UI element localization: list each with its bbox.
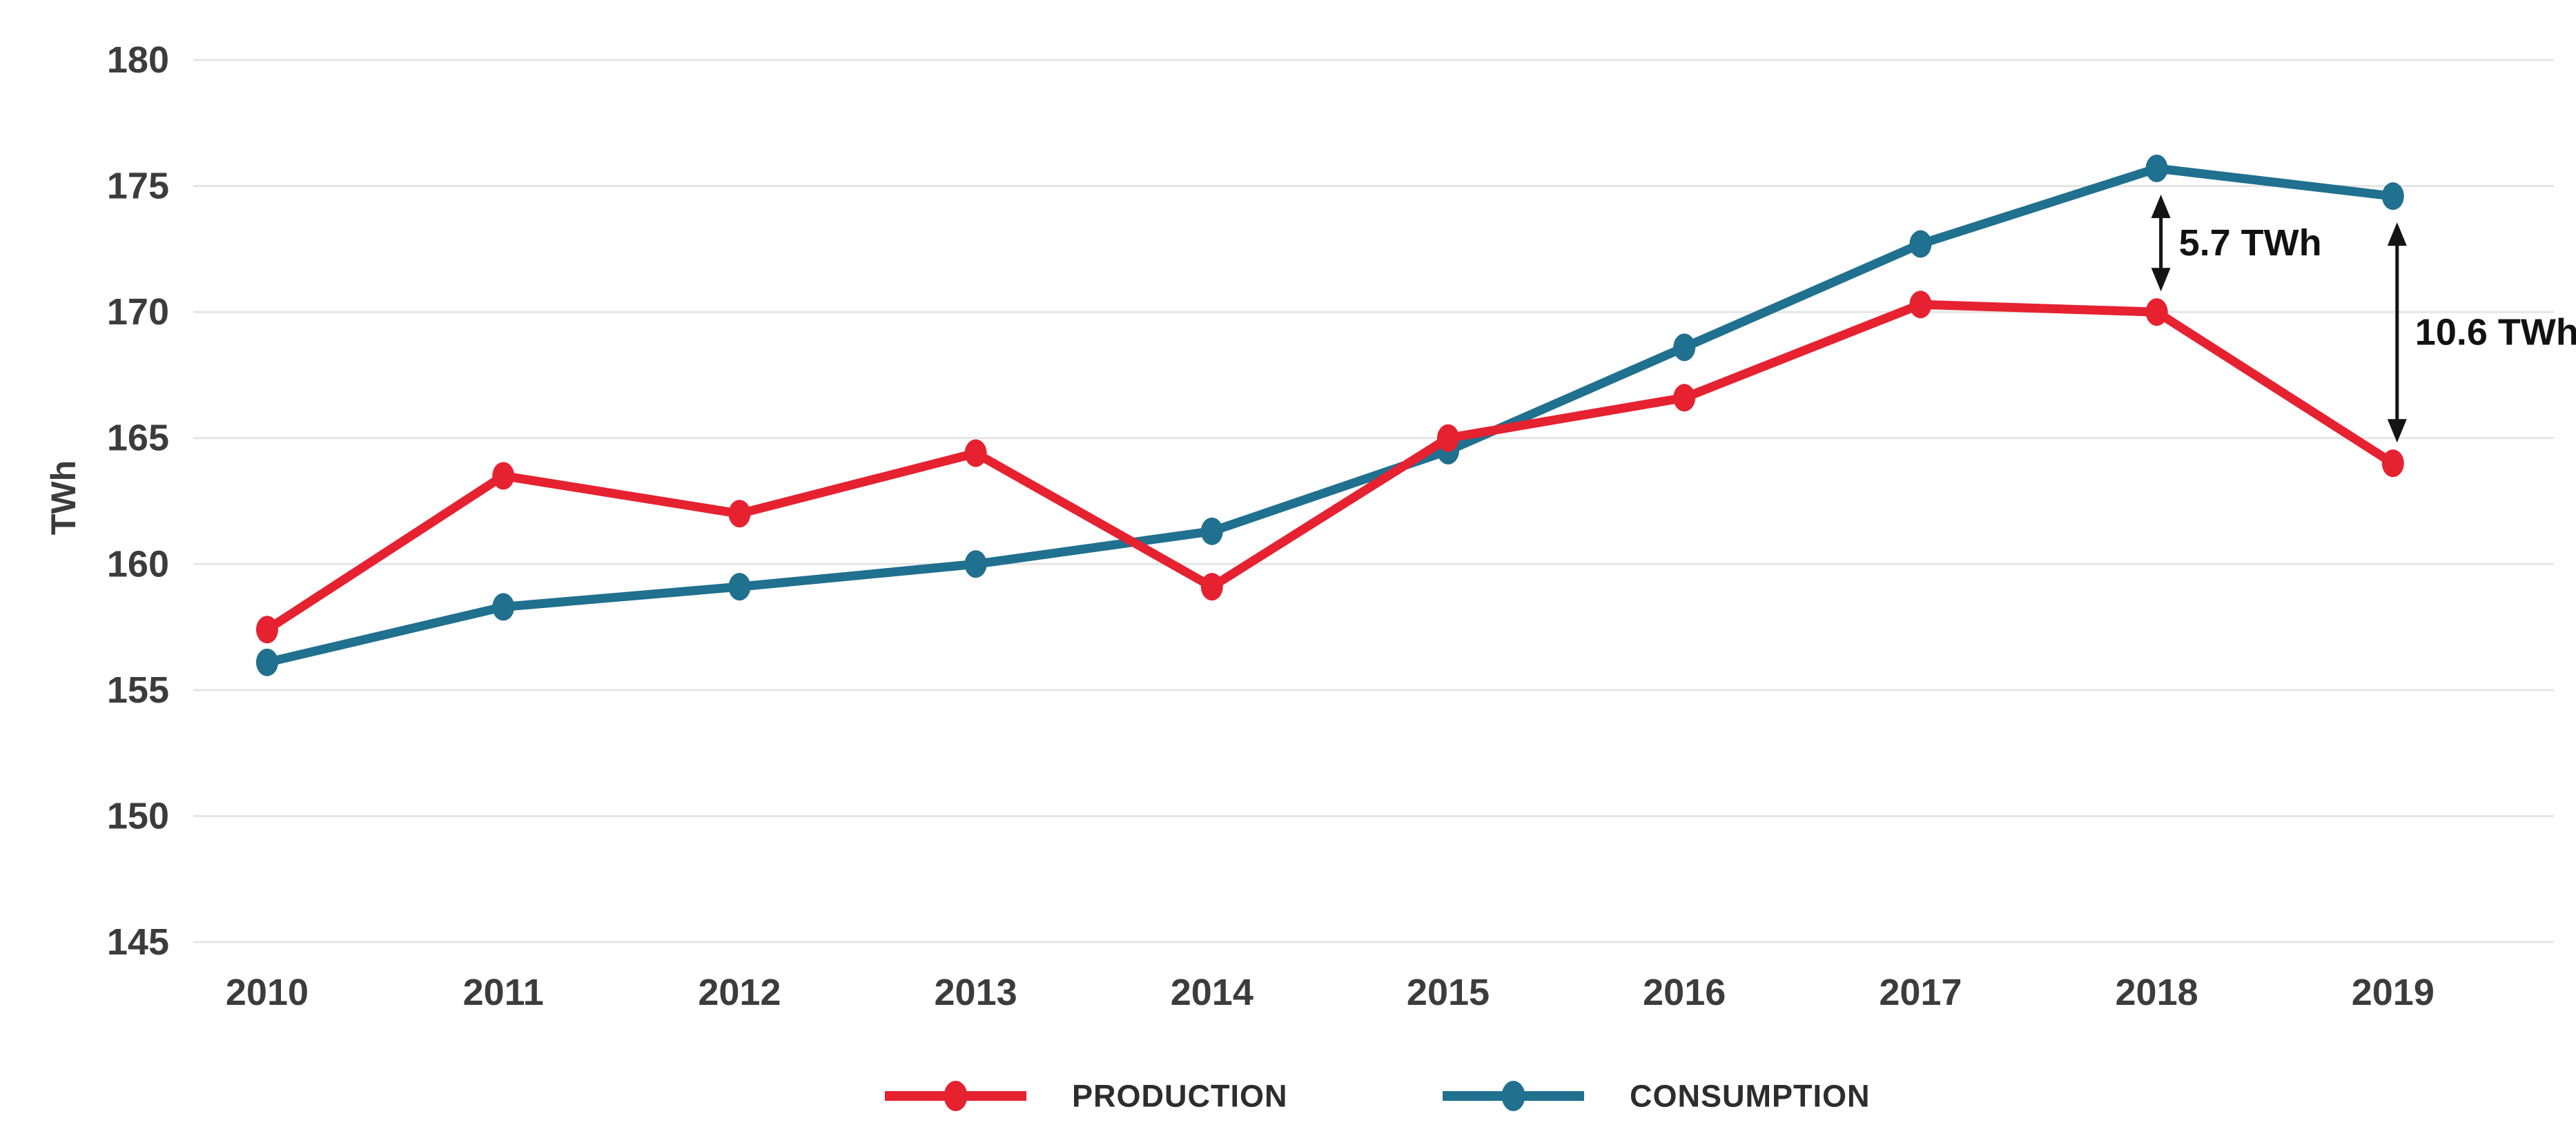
data-point-consumption-2012: [728, 573, 751, 601]
y-axis-title: TWh: [44, 460, 83, 535]
annotation-2018: 5.7 TWh: [2151, 195, 2322, 292]
x-tick-label-2015: 2015: [1407, 972, 1490, 1013]
data-point-consumption-2013: [964, 550, 987, 578]
data-point-production-2010: [256, 616, 278, 644]
data-point-production-2016: [1673, 384, 1696, 412]
annotation-2019: 10.6 TWh: [2387, 222, 2576, 443]
y-tick-label-175: 175: [107, 166, 169, 207]
legend-label-production: PRODUCTION: [1072, 1079, 1288, 1114]
legend-item-consumption: CONSUMPTION: [1443, 1079, 1871, 1114]
data-point-consumption-2016: [1673, 333, 1696, 362]
production-line: [262, 300, 2398, 634]
data-point-consumption-2011: [492, 593, 515, 621]
x-tick-label-2016: 2016: [1643, 972, 1726, 1013]
legend-marker-production: [944, 1081, 968, 1111]
x-tick-label-2018: 2018: [2116, 972, 2198, 1013]
arrowhead-up-2019: [2387, 222, 2407, 246]
x-tick-label-2019: 2019: [2352, 972, 2434, 1013]
x-tick-label-2011: 2011: [463, 972, 544, 1013]
arrowhead-down-2019: [2387, 419, 2407, 443]
data-point-consumption-2010: [256, 648, 278, 676]
data-point-consumption-2019: [2381, 182, 2404, 210]
consumption-line: [262, 164, 2398, 667]
data-point-production-2019: [2381, 449, 2404, 478]
annotation-label-2018: 5.7 TWh: [2179, 222, 2322, 264]
legend-marker-consumption: [1501, 1081, 1525, 1111]
y-tick-label-150: 150: [107, 795, 169, 836]
y-tick-label-155: 155: [107, 669, 169, 711]
energy-line-chart: 145 150 155 160 165 170 175 180 TWh 2010 2011 2012 2…: [28, 11, 2576, 1136]
x-tick-label-2013: 2013: [935, 972, 1017, 1013]
data-point-production-2011: [492, 462, 515, 490]
legend-label-consumption: CONSUMPTION: [1630, 1079, 1871, 1114]
data-point-consumption-2018: [2145, 155, 2168, 183]
x-tick-label-2014: 2014: [1171, 972, 1253, 1013]
y-tick-label-165: 165: [107, 418, 169, 459]
y-tick-label-160: 160: [107, 543, 169, 585]
arrowhead-up-2018: [2151, 195, 2171, 219]
annotation-label-2019: 10.6 TWh: [2415, 312, 2576, 353]
chart-canvas: 145 150 155 160 165 170 175 180 TWh 2010 2011 2012 2…: [44, 39, 2576, 1114]
x-tick-label-2010: 2010: [226, 972, 309, 1013]
data-point-consumption-2017: [1909, 230, 1932, 258]
data-point-production-2012: [728, 500, 751, 528]
data-point-consumption-2014: [1200, 517, 1223, 545]
legend-item-production: PRODUCTION: [885, 1079, 1288, 1114]
data-point-production-2017: [1909, 291, 1932, 319]
x-tick-label-2017: 2017: [1879, 972, 1962, 1013]
data-point-production-2018: [2145, 298, 2168, 326]
data-point-production-2013: [964, 439, 987, 467]
data-point-production-2015: [1437, 424, 1459, 452]
x-tick-label-2012: 2012: [698, 972, 781, 1013]
y-tick-label-180: 180: [107, 39, 169, 81]
data-point-production-2014: [1200, 573, 1223, 601]
y-tick-label-145: 145: [107, 921, 169, 963]
arrowhead-down-2018: [2151, 268, 2171, 292]
y-tick-label-170: 170: [107, 291, 169, 333]
